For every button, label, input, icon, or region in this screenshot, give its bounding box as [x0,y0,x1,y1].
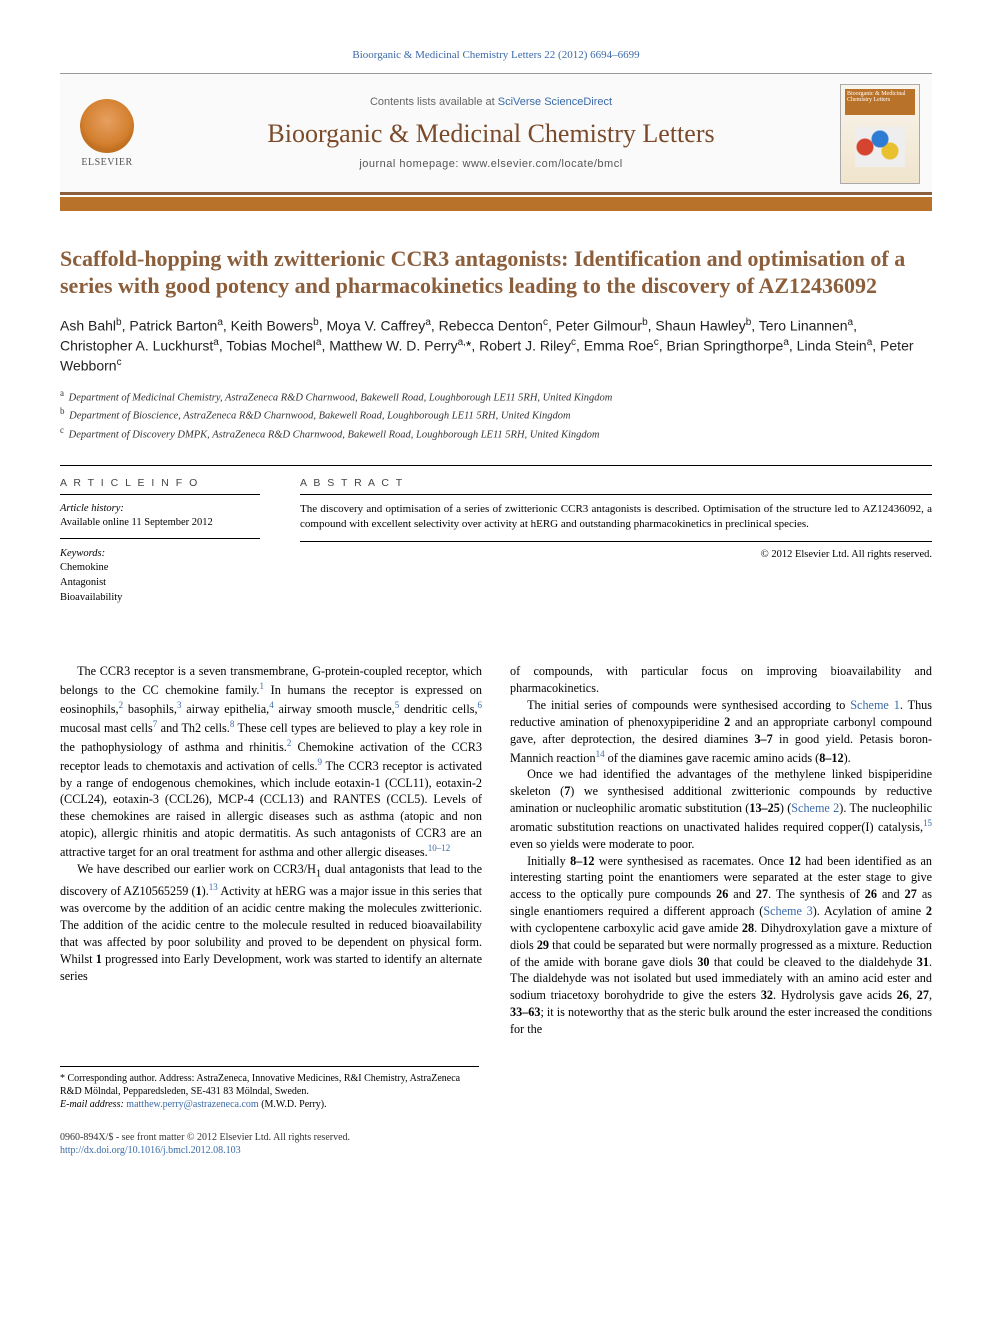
journal-header: ELSEVIER Contents lists available at Sci… [60,73,932,195]
article-title: Scaffold-hopping with zwitterionic CCR3 … [60,245,932,300]
body-columns: The CCR3 receptor is a seven transmembra… [60,663,932,1037]
affiliation-line: b Department of Bioscience, AstraZeneca … [60,405,932,424]
elsevier-tree-icon [80,99,134,153]
journal-cover-thumbnail: Bioorganic & Medicinal Chemistry Letters [840,84,920,184]
affiliation-line: c Department of Discovery DMPK, AstraZen… [60,424,932,443]
doi-link[interactable]: http://dx.doi.org/10.1016/j.bmcl.2012.08… [60,1145,241,1156]
page: Bioorganic & Medicinal Chemistry Letters… [0,0,992,1197]
body-column-right: of compounds, with particular focus on i… [510,663,932,1037]
authors-list: Ash Bahlb, Patrick Bartona, Keith Bowers… [60,316,932,377]
body-column-left: The CCR3 receptor is a seven transmembra… [60,663,482,1037]
homepage-url[interactable]: www.elsevier.com/locate/bmcl [463,158,623,170]
body-paragraph: Initially 8–12 were synthesised as racem… [510,853,932,1038]
affiliations: a Department of Medicinal Chemistry, Ast… [60,387,932,443]
front-matter-line: 0960-894X/$ - see front matter © 2012 El… [60,1131,932,1144]
cover-title: Bioorganic & Medicinal Chemistry Letters [845,89,915,115]
sciencedirect-link[interactable]: SciVerse ScienceDirect [498,96,612,108]
contents-prefix: Contents lists available at [370,96,498,108]
journal-title: Bioorganic & Medicinal Chemistry Letters [158,116,824,151]
article-info-block: A R T I C L E I N F O Article history: A… [60,476,260,606]
body-paragraph: Once we had identified the advantages of… [510,766,932,852]
affiliation-line: a Department of Medicinal Chemistry, Ast… [60,387,932,406]
cover-art-wrap [845,115,915,179]
body-paragraph: of compounds, with particular focus on i… [510,663,932,697]
corresponding-email-link[interactable]: matthew.perry@astrazeneca.com [126,1099,258,1110]
body-paragraph: We have described our earlier work on CC… [60,861,482,985]
page-bottom: 0960-894X/$ - see front matter © 2012 El… [60,1131,932,1157]
abstract-copyright: © 2012 Elsevier Ltd. All rights reserved… [300,548,932,562]
article-info-heading: A R T I C L E I N F O [60,476,260,495]
top-citation: Bioorganic & Medicinal Chemistry Letters… [60,48,932,63]
journal-homepage: journal homepage: www.elsevier.com/locat… [158,157,824,172]
abstract-block: A B S T R A C T The discovery and optimi… [300,476,932,606]
header-center: Contents lists available at SciVerse Sci… [158,95,824,172]
email-suffix: (M.W.D. Perry). [259,1099,327,1110]
body-paragraph: The initial series of compounds were syn… [510,697,932,766]
email-label: E-mail address: [60,1099,126,1110]
keywords-label: Keywords: [60,548,105,559]
info-abstract-row: A R T I C L E I N F O Article history: A… [60,465,932,606]
keywords-list: ChemokineAntagonistBioavailability [60,561,260,605]
footnote-separator [60,1066,479,1067]
abstract-text: The discovery and optimisation of a seri… [300,502,932,543]
footnote-text: Corresponding author. Address: AstraZene… [60,1073,460,1097]
article-history: Article history: Available online 11 Sep… [60,502,260,539]
cover-art-icon [855,127,905,167]
history-text: Available online 11 September 2012 [60,516,260,530]
keyword: Antagonist [60,576,260,591]
contents-line: Contents lists available at SciVerse Sci… [158,95,824,110]
body-paragraph: The CCR3 receptor is a seven transmembra… [60,663,482,860]
abstract-heading: A B S T R A C T [300,476,932,495]
homepage-prefix: journal homepage: [359,158,462,170]
keyword: Bioavailability [60,591,260,606]
keyword: Chemokine [60,561,260,576]
keywords-block: Keywords: ChemokineAntagonistBioavailabi… [60,547,260,605]
publisher-label: ELSEVIER [81,156,132,170]
history-label: Article history: [60,503,124,514]
elsevier-logo: ELSEVIER [72,94,142,174]
accent-bar [60,197,932,211]
corresponding-author-footnote: * Corresponding author. Address: AstraZe… [60,1072,479,1111]
